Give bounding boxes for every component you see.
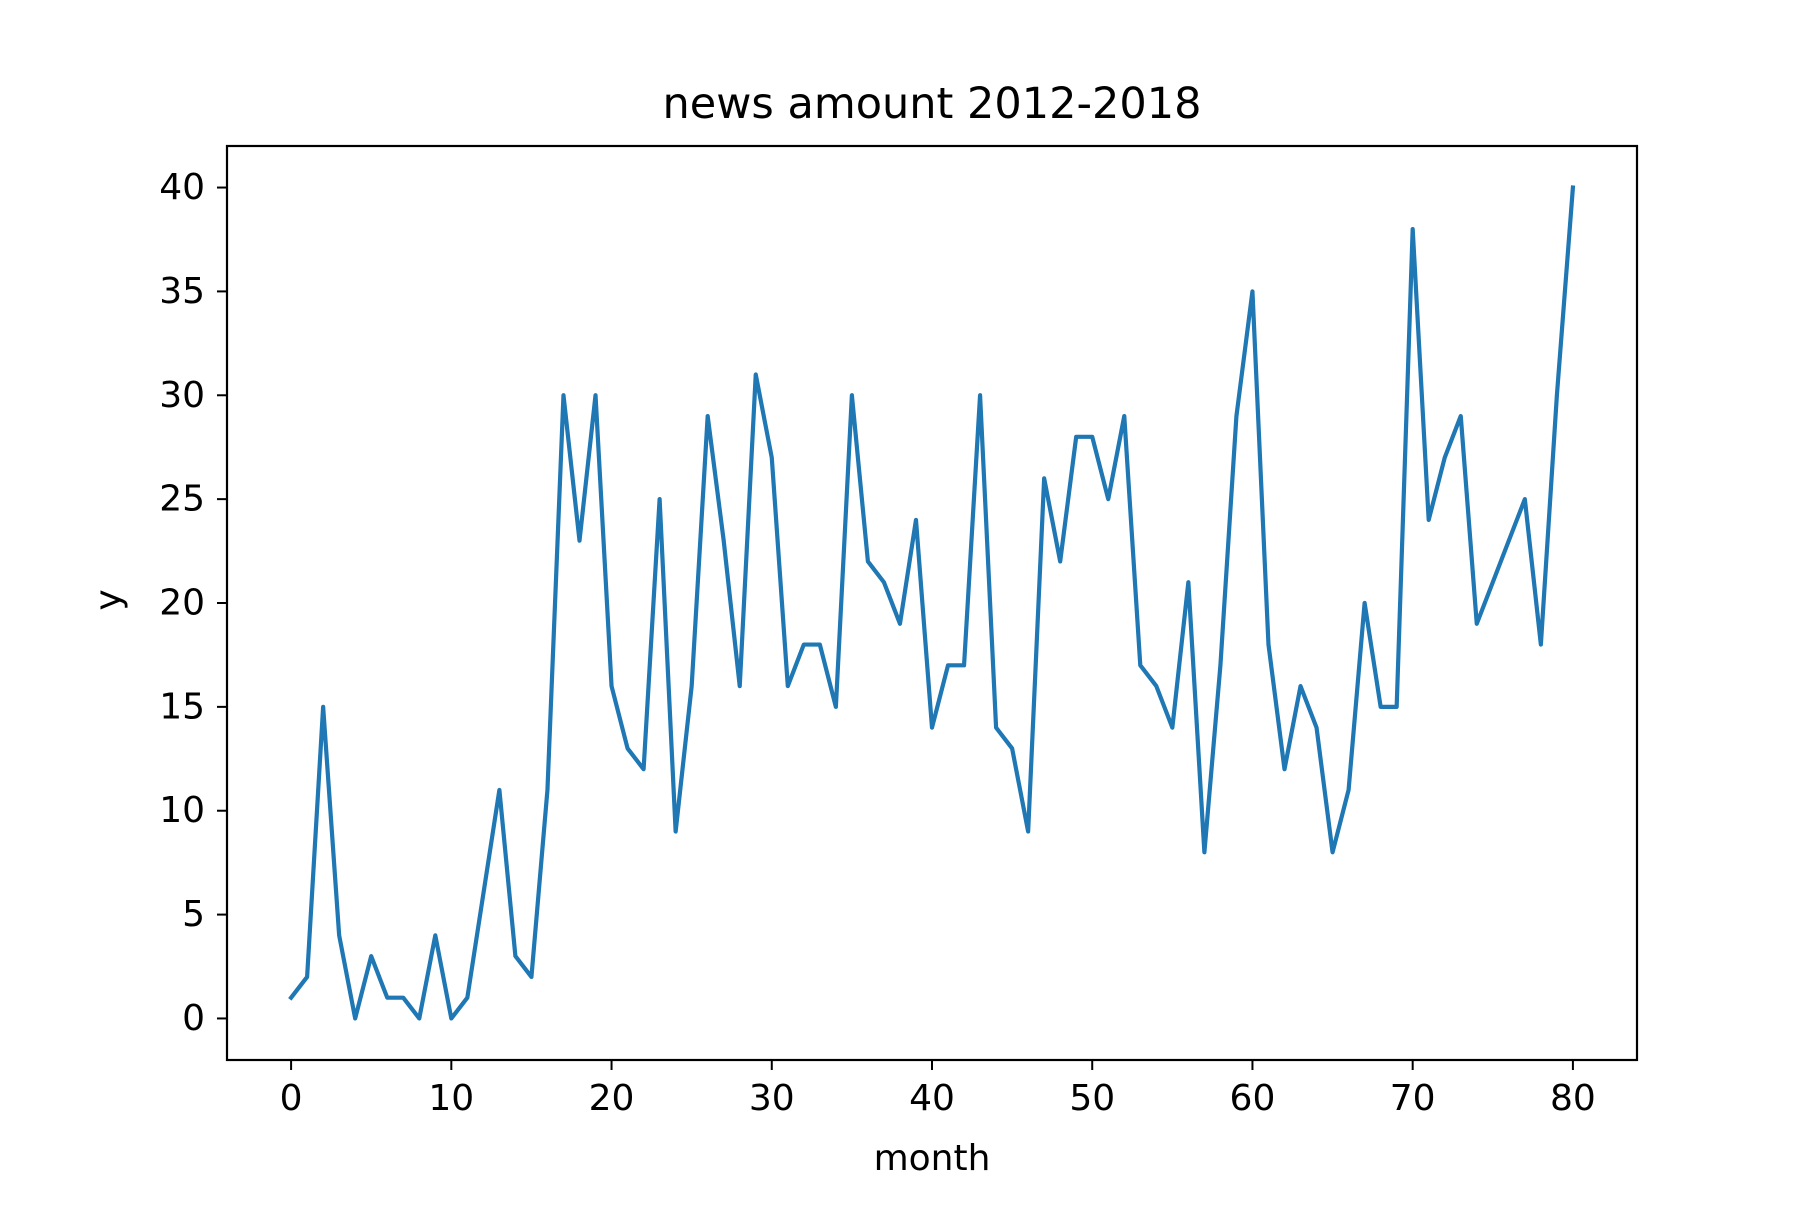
x-tick-label: 60: [1230, 1078, 1276, 1119]
y-tick-label: 15: [159, 686, 205, 727]
x-tick-label: 80: [1550, 1078, 1596, 1119]
y-axis-label: y: [88, 589, 129, 610]
x-tick-label: 70: [1390, 1078, 1436, 1119]
x-tick-label: 30: [749, 1078, 795, 1119]
y-tick-label: 10: [159, 790, 205, 831]
x-tick-label: 50: [1069, 1078, 1115, 1119]
chart-title: news amount 2012-2018: [663, 79, 1202, 129]
x-axis-label: month: [874, 1138, 991, 1179]
series-line-0: [288, 185, 1576, 1021]
y-tick-label: 40: [159, 167, 205, 208]
y-tick-label: 35: [159, 271, 205, 312]
y-tick-label: 20: [159, 583, 205, 624]
x-tick-label: 20: [589, 1078, 635, 1119]
x-tick-label: 0: [280, 1078, 303, 1119]
y-tick-label: 5: [182, 894, 205, 935]
plot-area: 0 10 20 30 40 50 60 70 80 0 5 10 15 20 25 30 35 40: [159, 144, 1639, 1119]
x-tick-label: 40: [909, 1078, 955, 1119]
y-tick-label: 30: [159, 375, 205, 416]
x-tick-label: 10: [428, 1078, 474, 1119]
y-tick-label: 0: [182, 998, 205, 1039]
y-tick-label: 25: [159, 479, 205, 520]
